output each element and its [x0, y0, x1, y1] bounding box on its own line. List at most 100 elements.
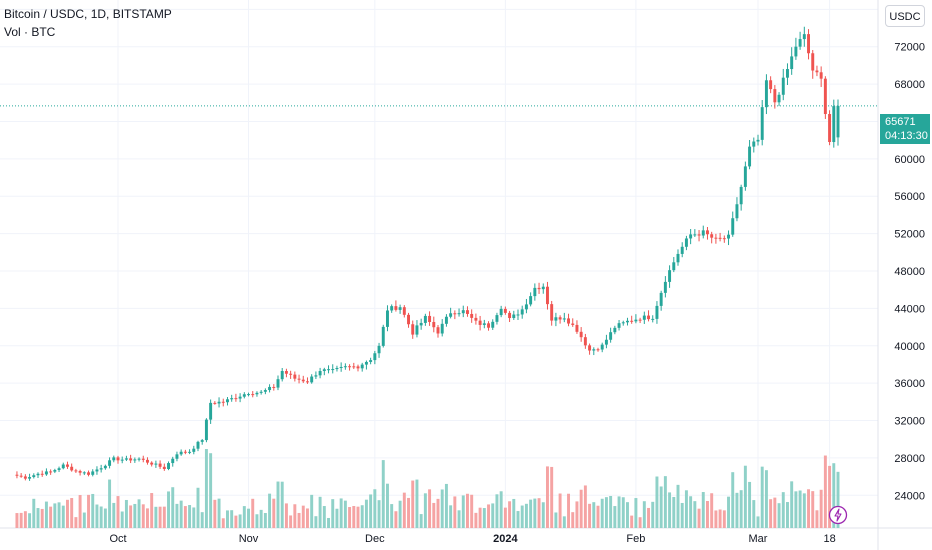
volume-bar [255, 514, 259, 528]
candle-body [777, 94, 781, 103]
volume-bar [735, 492, 739, 528]
candle-body [739, 186, 743, 205]
candle-body [66, 464, 69, 467]
volume-bar [659, 486, 663, 528]
candle-body [175, 454, 179, 459]
candle-body [263, 390, 267, 392]
time-tick-label: 2024 [493, 533, 518, 545]
volume-bar [743, 465, 747, 528]
volume-bar [752, 500, 756, 528]
volume-bar [150, 493, 154, 528]
price-tick-label: 28000 [894, 453, 925, 465]
candle-body [226, 399, 229, 403]
volume-bar [453, 496, 457, 528]
candle-body [280, 371, 284, 380]
volume-bar [495, 494, 499, 528]
candle-body [651, 318, 655, 320]
candle-body [655, 305, 659, 319]
candle-body [61, 464, 65, 469]
candle-body [449, 313, 453, 317]
candle-body [621, 322, 625, 324]
candle-body [554, 317, 558, 321]
candle-body [108, 460, 112, 466]
volume-bar [369, 494, 373, 528]
candle-body [419, 322, 423, 326]
volume-bar [697, 508, 701, 528]
volume-bar [306, 508, 309, 528]
bar-countdown: 04:13:30 [885, 130, 928, 142]
volume-bar [171, 487, 175, 528]
candle-body [689, 234, 693, 239]
candle-body [394, 306, 398, 310]
candle-body [32, 475, 36, 478]
volume-bar [242, 506, 246, 528]
volume-bar [756, 516, 760, 528]
volume-bar [331, 499, 335, 528]
volume-bar [49, 506, 53, 528]
volume-bar [70, 498, 74, 528]
price-tick-label: 48000 [894, 266, 925, 278]
volume-bar [74, 517, 78, 528]
volume-bar [381, 460, 385, 528]
volume-bar [689, 496, 693, 528]
volume-bar [807, 489, 810, 528]
currency-button[interactable]: USDC [885, 5, 925, 27]
candle-body [99, 468, 103, 470]
volume-bar [562, 516, 566, 528]
candle-body [773, 89, 777, 103]
volume-bar [613, 506, 617, 528]
volume-bar [263, 513, 267, 528]
volume-bar [221, 518, 225, 528]
candle-body [272, 386, 276, 388]
volume-bar [524, 503, 528, 528]
candle-body [268, 386, 272, 391]
candle-body [255, 392, 259, 395]
candle-body [503, 308, 507, 313]
candle-body [390, 306, 394, 311]
volume-bar [356, 506, 360, 528]
candle-body [150, 462, 154, 465]
symbol-title[interactable]: Bitcoin / USDC, 1D, BITSTAMP [4, 7, 172, 21]
volume-indicator-label[interactable]: Vol · BTC [4, 25, 56, 39]
time-tick-label: Mar [749, 533, 768, 545]
candle-body [238, 396, 242, 399]
volume-bar [411, 480, 415, 528]
volume-bar [503, 507, 507, 528]
candle-body [790, 56, 794, 70]
lightning-icon[interactable] [828, 505, 848, 525]
volume-bar [802, 493, 806, 528]
volume-bar [390, 504, 394, 528]
volume-bar [154, 506, 158, 528]
volume-bar [760, 466, 764, 528]
candle-body [630, 320, 634, 322]
volume-bar [204, 449, 208, 528]
candle-body [402, 307, 406, 315]
candle-body [756, 139, 760, 142]
candle-body [512, 314, 516, 319]
candle-body [200, 440, 204, 442]
candle-body [40, 473, 44, 475]
volume-bar [579, 489, 583, 528]
volume-bar [449, 505, 453, 528]
volume-bar [120, 511, 124, 528]
candle-body [832, 106, 836, 143]
volume-bar [676, 484, 680, 528]
volume-bar [352, 505, 356, 528]
candle-body [613, 327, 617, 333]
volume-bar [428, 489, 432, 528]
candle-body [213, 402, 217, 404]
time-axis: Oct Nov Dec 2024 Feb Mar 18 [109, 533, 835, 545]
volume-bar [655, 476, 659, 528]
candle-body [461, 310, 465, 314]
volume-bar [663, 476, 667, 528]
volume-bar [230, 510, 234, 528]
volume-bar [684, 490, 688, 528]
volume-bar [335, 508, 339, 528]
volume-bar [44, 501, 48, 528]
volume-bar [642, 501, 646, 528]
volume-bar [457, 510, 461, 528]
volume-bar [520, 505, 524, 528]
candle-body [129, 458, 133, 461]
